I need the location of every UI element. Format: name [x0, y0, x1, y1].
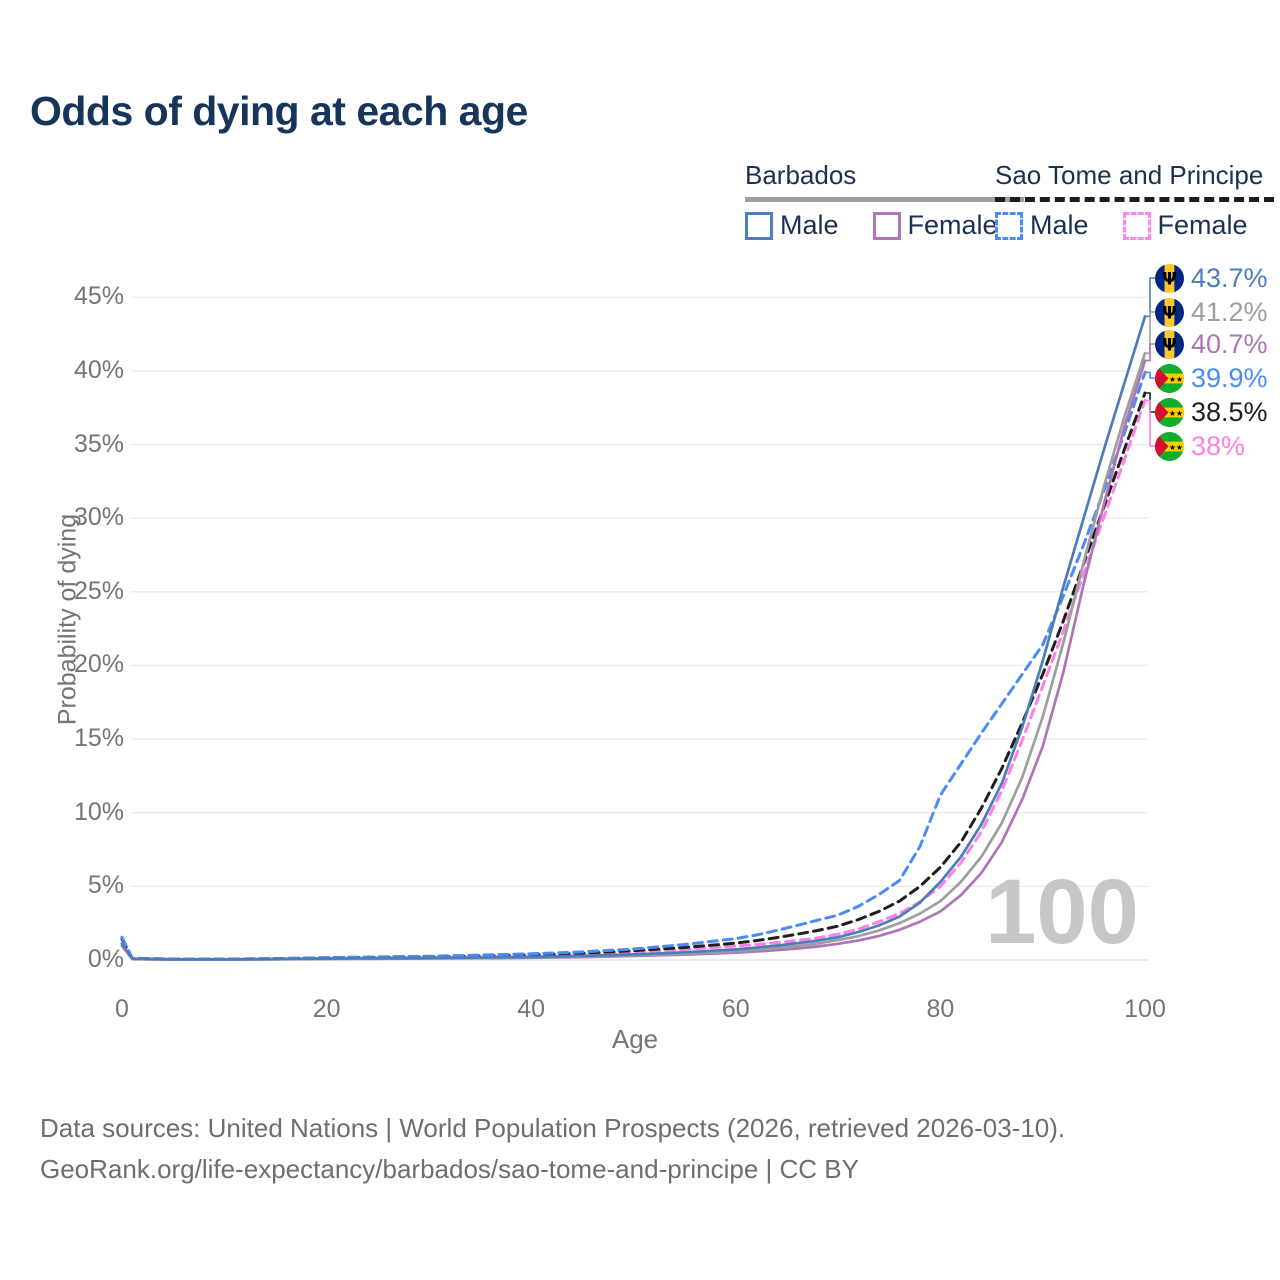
end-label-sao-tome-and-principe-male: ★ ★ 39.9% [1155, 362, 1268, 394]
x-axis-title: Age [611, 1024, 659, 1054]
legend-country-sao-tome[interactable]: Sao Tome and Principe [995, 160, 1264, 190]
legend-underline-barbados [745, 197, 1024, 202]
sao-tome-female-swatch-icon [1122, 211, 1151, 240]
end-label-barbados-female: Ψ 40.7% [1155, 328, 1268, 360]
series-line-barbados-male[interactable] [120, 315, 1147, 961]
x-tick-label-80: 80 [926, 995, 955, 1023]
x-tick-label-40: 40 [517, 995, 546, 1023]
y-tick-label-20: 20% [73, 650, 124, 679]
end-value-label: 43.7% [1191, 262, 1268, 293]
legend-label: Male [780, 210, 839, 240]
end-label-sao-tome-and-principe-female: ★ ★ 38% [1155, 430, 1245, 462]
leader-line [1145, 277, 1155, 318]
barbados-flag-icon: Ψ [1155, 263, 1184, 293]
barbados-female-swatch-icon [872, 211, 901, 240]
leader-line [1145, 343, 1155, 362]
legend-label: Male [1030, 210, 1089, 240]
y-tick-label-0: 0% [87, 945, 124, 973]
y-axis-title: Probability of dying [53, 513, 82, 726]
legend-country-barbados[interactable]: Barbados [745, 160, 857, 190]
x-tick-label-20: 20 [312, 995, 341, 1023]
sao-tome-flag-icon: ★ ★ [1155, 397, 1184, 427]
y-tick-label-30: 30% [73, 503, 124, 532]
y-tick-label-10: 10% [73, 797, 124, 826]
legend-item-barbados-female[interactable]: Female [872, 210, 998, 241]
barbados-flag-icon: Ψ [1155, 329, 1184, 359]
watermark-age-100: 100 [985, 861, 1139, 963]
legend-item-barbados-male[interactable]: Male [745, 210, 839, 241]
end-label-barbados-male: Ψ 43.7% [1155, 262, 1268, 294]
sao-tome-flag-icon: ★ ★ [1155, 431, 1184, 461]
x-tick-label-100: 100 [1124, 995, 1166, 1023]
svg-text:★: ★ [1176, 375, 1183, 384]
leader-line [1145, 311, 1155, 355]
y-tick-label-45: 45% [73, 282, 124, 311]
source-url-line: GeoRank.org/life-expectancy/barbados/sao… [40, 1154, 859, 1184]
y-tick-label-15: 15% [73, 724, 124, 753]
end-label-sao-tome-and-principe-both-sexes: ★ ★ 38.5% [1155, 396, 1268, 428]
end-value-label: 40.7% [1191, 328, 1268, 359]
end-value-label: 39.9% [1191, 362, 1268, 393]
data-source-line: Data sources: United Nations | World Pop… [40, 1113, 1066, 1143]
footer-attribution: Data sources: United Nations | World Pop… [40, 1108, 1065, 1190]
end-value-label: 38.5% [1191, 396, 1268, 427]
svg-text:Ψ: Ψ [1162, 303, 1176, 323]
svg-text:★: ★ [1176, 443, 1183, 452]
x-tick-label-0: 0 [115, 995, 129, 1023]
svg-text:★: ★ [1169, 375, 1176, 384]
end-value-label: 38% [1191, 430, 1246, 461]
x-tick-label-60: 60 [721, 995, 750, 1023]
leader-line [1145, 371, 1155, 379]
sao-tome-male-swatch-icon [995, 211, 1023, 240]
leader-line [1145, 399, 1155, 447]
svg-text:Ψ: Ψ [1162, 269, 1176, 289]
page-title: Odds of dying at each age [30, 88, 528, 134]
end-label-barbados-both-sexes: Ψ 41.2% [1155, 296, 1268, 328]
svg-text:★: ★ [1176, 409, 1183, 418]
svg-text:Ψ: Ψ [1162, 335, 1176, 355]
legend-label: Female [1157, 210, 1248, 240]
legend-label: Female [907, 210, 998, 240]
legend-item-sao-tome-female[interactable]: Female [1122, 210, 1248, 241]
barbados-flag-icon: Ψ [1155, 297, 1184, 327]
barbados-male-swatch-icon [745, 211, 773, 240]
legend-group-barbados: Barbados Male Female [745, 160, 1024, 241]
sao-tome-flag-icon: ★ ★ [1155, 363, 1184, 393]
end-value-label: 41.2% [1191, 296, 1268, 327]
y-tick-label-25: 25% [73, 576, 124, 605]
y-tick-label-35: 35% [73, 429, 124, 458]
svg-text:★: ★ [1169, 443, 1176, 452]
y-tick-label-40: 40% [73, 355, 124, 384]
legend-underline-sao-tome [995, 197, 1274, 202]
y-tick-label-5: 5% [87, 871, 124, 900]
svg-text:★: ★ [1169, 409, 1176, 418]
legend-group-sao-tome: Sao Tome and Principe Male Female [995, 160, 1274, 241]
legend-item-sao-tome-male[interactable]: Male [995, 210, 1089, 241]
